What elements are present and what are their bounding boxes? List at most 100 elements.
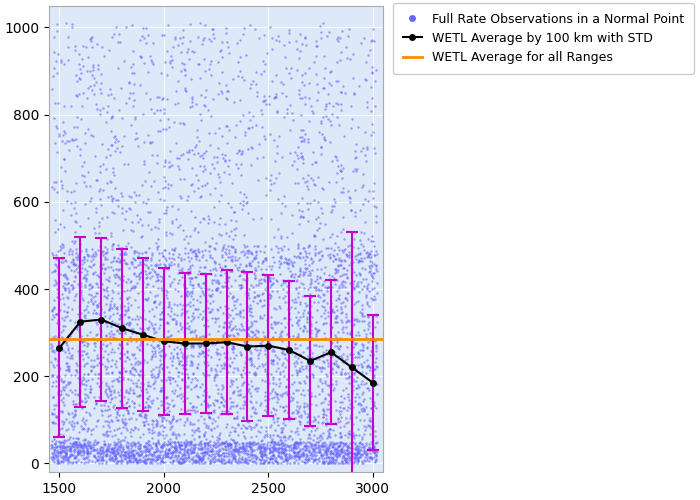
Full Rate Observations in a Normal Point [171,418,182,426]
Full Rate Observations in a Normal Point [338,439,349,447]
Full Rate Observations in a Normal Point [53,442,64,450]
Full Rate Observations in a Normal Point [335,403,346,411]
Full Rate Observations in a Normal Point [189,248,200,256]
Full Rate Observations in a Normal Point [110,270,121,278]
Full Rate Observations in a Normal Point [184,400,195,407]
Full Rate Observations in a Normal Point [290,406,301,414]
Full Rate Observations in a Normal Point [226,243,237,251]
Full Rate Observations in a Normal Point [76,376,88,384]
Full Rate Observations in a Normal Point [365,253,377,261]
Full Rate Observations in a Normal Point [246,257,258,265]
Full Rate Observations in a Normal Point [57,443,69,451]
Full Rate Observations in a Normal Point [54,318,65,326]
Full Rate Observations in a Normal Point [199,414,210,422]
Full Rate Observations in a Normal Point [177,456,188,464]
Full Rate Observations in a Normal Point [315,450,326,458]
Full Rate Observations in a Normal Point [371,250,382,258]
Full Rate Observations in a Normal Point [185,328,196,336]
Full Rate Observations in a Normal Point [345,449,356,457]
Full Rate Observations in a Normal Point [368,274,379,282]
Full Rate Observations in a Normal Point [293,412,304,420]
Full Rate Observations in a Normal Point [349,368,360,376]
Full Rate Observations in a Normal Point [307,452,318,460]
Full Rate Observations in a Normal Point [336,447,347,455]
Full Rate Observations in a Normal Point [363,262,374,270]
Full Rate Observations in a Normal Point [174,319,186,327]
Full Rate Observations in a Normal Point [228,452,239,460]
Full Rate Observations in a Normal Point [105,297,116,305]
Full Rate Observations in a Normal Point [83,214,94,222]
Full Rate Observations in a Normal Point [353,448,364,456]
Full Rate Observations in a Normal Point [228,436,239,444]
Full Rate Observations in a Normal Point [165,304,176,312]
Full Rate Observations in a Normal Point [144,448,155,456]
Full Rate Observations in a Normal Point [360,452,372,460]
Full Rate Observations in a Normal Point [297,268,308,276]
Full Rate Observations in a Normal Point [101,318,112,326]
Full Rate Observations in a Normal Point [346,372,357,380]
Full Rate Observations in a Normal Point [76,69,87,77]
Full Rate Observations in a Normal Point [60,449,71,457]
Full Rate Observations in a Normal Point [187,146,198,154]
Full Rate Observations in a Normal Point [144,274,155,282]
Full Rate Observations in a Normal Point [48,178,60,186]
Full Rate Observations in a Normal Point [198,102,209,110]
Full Rate Observations in a Normal Point [161,333,172,341]
Full Rate Observations in a Normal Point [366,446,377,454]
Full Rate Observations in a Normal Point [293,444,304,452]
Full Rate Observations in a Normal Point [220,122,231,130]
Full Rate Observations in a Normal Point [74,428,85,436]
Full Rate Observations in a Normal Point [247,78,258,86]
Full Rate Observations in a Normal Point [143,437,154,445]
Full Rate Observations in a Normal Point [52,398,63,406]
Full Rate Observations in a Normal Point [232,448,243,456]
Full Rate Observations in a Normal Point [215,450,226,458]
Full Rate Observations in a Normal Point [197,182,208,190]
Full Rate Observations in a Normal Point [262,375,274,383]
Full Rate Observations in a Normal Point [250,432,261,440]
Full Rate Observations in a Normal Point [244,444,256,452]
Full Rate Observations in a Normal Point [90,400,101,407]
Full Rate Observations in a Normal Point [163,300,174,308]
Full Rate Observations in a Normal Point [57,294,68,302]
Full Rate Observations in a Normal Point [122,306,134,314]
Full Rate Observations in a Normal Point [331,448,342,456]
Full Rate Observations in a Normal Point [158,440,169,448]
Full Rate Observations in a Normal Point [116,204,127,212]
Full Rate Observations in a Normal Point [142,262,153,270]
Full Rate Observations in a Normal Point [236,326,247,334]
Full Rate Observations in a Normal Point [102,446,113,454]
Full Rate Observations in a Normal Point [362,235,373,243]
Full Rate Observations in a Normal Point [346,432,358,440]
Full Rate Observations in a Normal Point [147,374,158,382]
Full Rate Observations in a Normal Point [259,450,270,458]
Full Rate Observations in a Normal Point [164,148,175,156]
Full Rate Observations in a Normal Point [317,410,328,418]
Full Rate Observations in a Normal Point [216,90,228,98]
Full Rate Observations in a Normal Point [293,220,304,228]
Full Rate Observations in a Normal Point [216,452,227,460]
Full Rate Observations in a Normal Point [134,456,145,464]
Full Rate Observations in a Normal Point [178,458,189,466]
Full Rate Observations in a Normal Point [345,438,356,446]
Full Rate Observations in a Normal Point [289,252,300,260]
Full Rate Observations in a Normal Point [143,294,154,302]
Full Rate Observations in a Normal Point [217,154,228,162]
Full Rate Observations in a Normal Point [59,272,70,280]
Full Rate Observations in a Normal Point [218,445,229,453]
Full Rate Observations in a Normal Point [244,342,256,349]
Full Rate Observations in a Normal Point [160,351,171,359]
Full Rate Observations in a Normal Point [63,444,74,452]
Full Rate Observations in a Normal Point [285,432,296,440]
Full Rate Observations in a Normal Point [349,208,360,216]
Full Rate Observations in a Normal Point [217,449,228,457]
Full Rate Observations in a Normal Point [313,390,324,398]
Full Rate Observations in a Normal Point [148,312,160,320]
Full Rate Observations in a Normal Point [334,442,345,450]
Full Rate Observations in a Normal Point [163,439,174,447]
Full Rate Observations in a Normal Point [57,408,68,416]
Full Rate Observations in a Normal Point [74,303,85,311]
Full Rate Observations in a Normal Point [102,440,113,448]
Full Rate Observations in a Normal Point [290,442,302,450]
Full Rate Observations in a Normal Point [127,60,138,68]
